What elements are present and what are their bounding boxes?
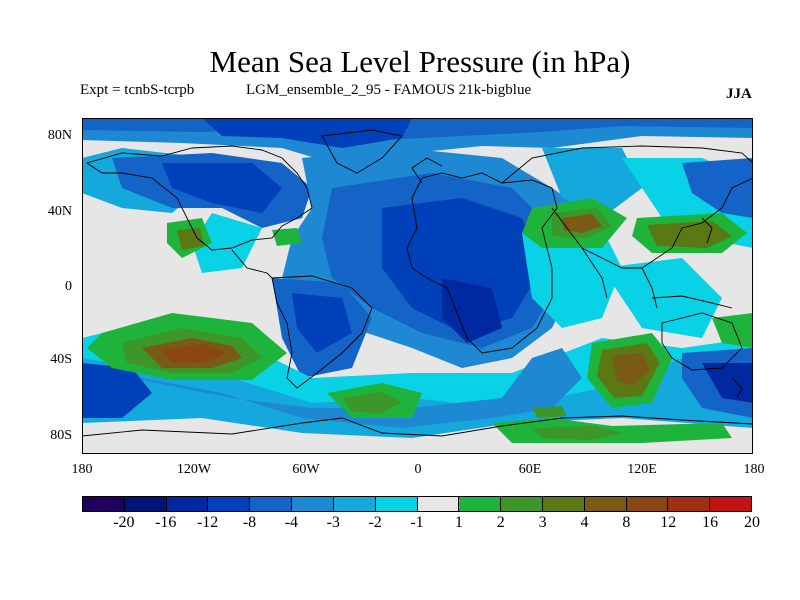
colorbar-swatch <box>375 497 418 511</box>
field-shading <box>82 118 753 454</box>
colorbar-swatch <box>166 497 209 511</box>
colorbar-label: -16 <box>155 514 177 531</box>
colorbar-label: -3 <box>326 514 340 531</box>
lon-label-120w: 120W <box>176 462 212 477</box>
colorbar-label: 20 <box>744 514 760 531</box>
pressure-anomaly-map <box>82 118 753 454</box>
colorbar-label: 8 <box>622 514 631 531</box>
colorbar-swatch <box>710 497 751 511</box>
colorbar-label: -12 <box>196 514 219 531</box>
colorbar-label: 16 <box>702 514 719 531</box>
colorbar-swatch <box>83 497 125 511</box>
colorbar-swatch <box>250 497 293 511</box>
lon-label-60w: 60W <box>292 462 320 477</box>
plot-title: Mean Sea Level Pressure (in hPa) <box>209 44 631 79</box>
lat-label-0: 0 <box>65 279 72 294</box>
lat-label-40s: 40S <box>50 352 72 367</box>
experiment-label: Expt = tcnbS-tcrpb <box>80 82 195 98</box>
season-label: JJA <box>726 86 752 102</box>
colorbar-label: 12 <box>660 514 677 531</box>
colorbar-label: -8 <box>242 514 257 531</box>
lat-label-40n: 40N <box>47 204 72 219</box>
colorbar-swatch <box>501 497 543 511</box>
lat-label-80n: 80N <box>47 128 72 143</box>
lon-label-60e: 60E <box>518 462 542 477</box>
colorbar-swatch <box>542 497 585 511</box>
colorbar-swatch <box>124 497 167 511</box>
lat-label-80s: 80S <box>50 428 72 443</box>
lon-label-0: 0 <box>414 462 422 477</box>
colorbar-swatch <box>668 497 711 511</box>
lon-label-180w: 180 <box>71 462 93 477</box>
colorbar-label: -1 <box>410 514 424 531</box>
colorbar-swatch <box>626 497 669 511</box>
colorbar-swatch <box>584 497 627 511</box>
colorbar-label: 1 <box>454 514 463 531</box>
colorbar-label: -20 <box>113 514 135 531</box>
colorbar <box>82 496 752 512</box>
colorbar-swatch <box>292 497 334 511</box>
colorbar-swatch <box>333 497 376 511</box>
colorbar-label: 3 <box>538 514 547 531</box>
colorbar-label: -2 <box>368 514 382 531</box>
colorbar-swatch <box>208 497 251 511</box>
colorbar-label: 2 <box>496 514 505 531</box>
lon-label-180e: 180 <box>743 462 765 477</box>
colorbar-swatch <box>417 497 460 511</box>
colorbar-swatch <box>459 497 502 511</box>
ensemble-label: LGM_ensemble_2_95 - FAMOUS 21k-bigblue <box>246 82 532 98</box>
colorbar-label: -4 <box>284 514 299 531</box>
coastlines <box>82 129 753 437</box>
lon-label-120e: 120E <box>627 462 657 477</box>
colorbar-label: 4 <box>580 514 589 531</box>
